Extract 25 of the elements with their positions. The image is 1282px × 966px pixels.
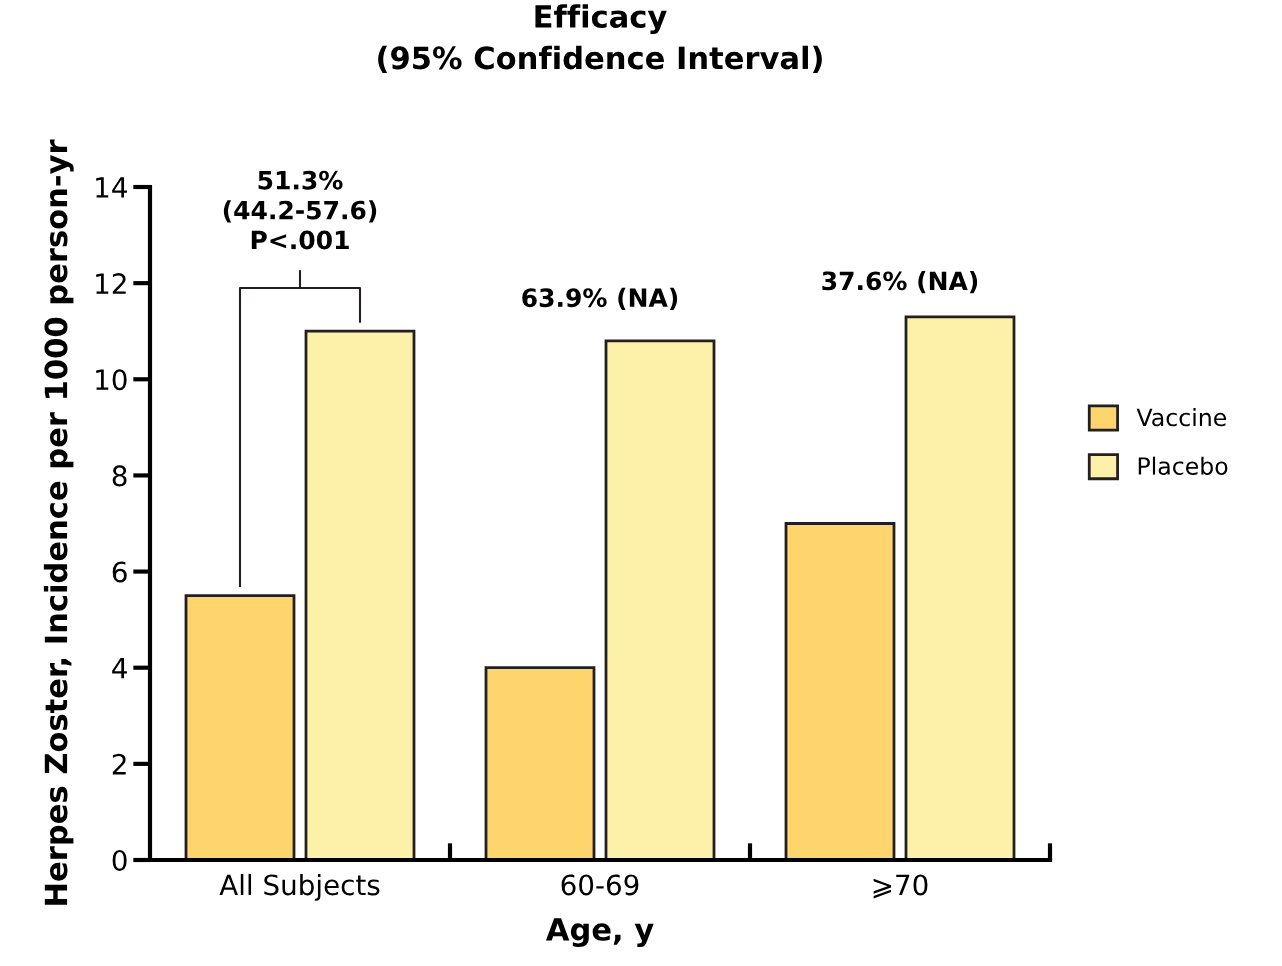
y-tick-label: 14 (96, 177, 127, 198)
y-tick-label: 8 (112, 465, 127, 487)
annotation: 63.9% (NA) (522, 287, 678, 311)
y-tick-label: 4 (112, 658, 127, 679)
x-tick-label: All Subjects (219, 873, 380, 901)
legend-label: Vaccine (1136, 408, 1227, 427)
y-axis-title: Herpes Zoster, Incidence per 1000 person-yr (43, 139, 74, 905)
x-tick-label: ⩾70 (873, 874, 928, 899)
x-tick-label: 60-69 (561, 874, 639, 896)
bar (304, 329, 416, 860)
y-tick-label: 2 (112, 753, 126, 775)
annotation: 37.6% (NA) (822, 270, 978, 294)
bar (784, 522, 896, 860)
bar (484, 666, 596, 860)
bar (184, 594, 296, 860)
annotation: 51.3% (44.2-57.6) P<.001 (223, 170, 377, 250)
chart-title: Efficacy (95% Confidence Interval) (378, 4, 822, 73)
bar (904, 315, 1016, 860)
y-tick-label: 10 (96, 369, 127, 391)
bar (604, 339, 716, 860)
legend-label: Placebo (1138, 456, 1228, 475)
y-tick-label: 0 (112, 849, 127, 871)
y-tick-label: 12 (96, 273, 126, 294)
y-tick-label: 6 (112, 561, 127, 583)
x-axis-title: Age, y (545, 918, 654, 948)
